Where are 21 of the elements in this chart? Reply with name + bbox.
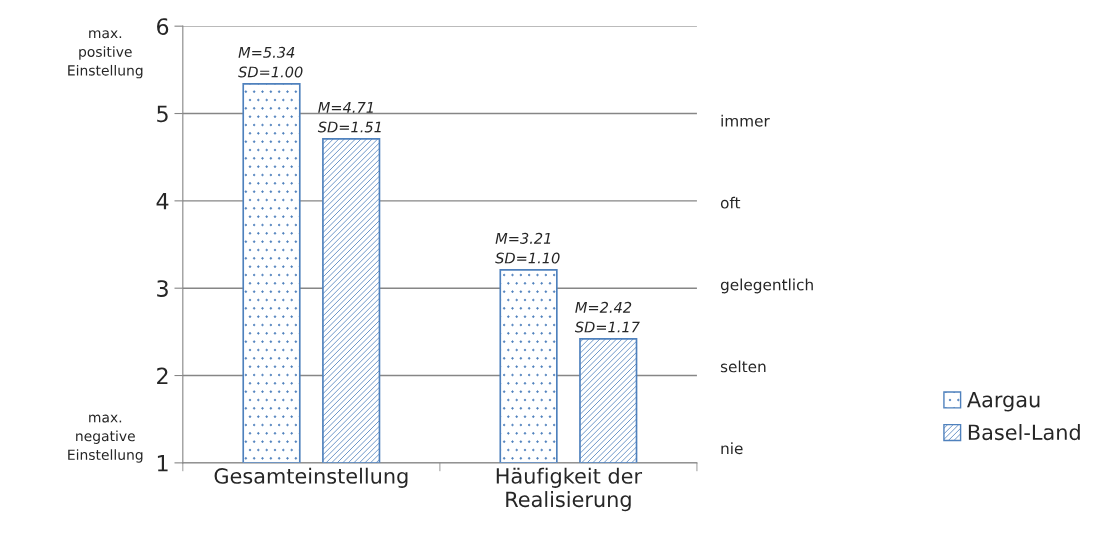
y-tick-label: 1: [157, 455, 168, 472]
data-label: M=5.34 SD=1.00: [238, 46, 303, 78]
text: selten: [720, 360, 766, 373]
y-tick-label: 4: [156, 193, 169, 210]
legend-label: Aargau: [967, 391, 1040, 412]
text: immer: [721, 114, 770, 127]
y-tick-label: 5: [157, 105, 168, 123]
x-tick-label: Häufigkeit der Realisierung: [496, 467, 643, 512]
legend-label: Basel-Land: [968, 424, 1080, 441]
text: gelegentlich: [720, 278, 813, 294]
text: oft: [720, 196, 741, 209]
y-tick-label: 3: [157, 280, 168, 297]
x-tick-label: Gesamteinstellung: [214, 467, 408, 488]
text: max. negative Einstellung: [68, 414, 143, 463]
text: nie: [721, 442, 743, 455]
data-label: M=3.21 SD=1.10: [495, 232, 560, 264]
y-tick-label: 2: [157, 367, 168, 384]
y-tick-label: 6: [157, 18, 169, 35]
text: max. positive Einstellung: [68, 30, 143, 79]
data-label: M=4.71 SD=1.51: [317, 102, 381, 133]
data-label: M=2.42 SD=1.17: [574, 301, 640, 333]
